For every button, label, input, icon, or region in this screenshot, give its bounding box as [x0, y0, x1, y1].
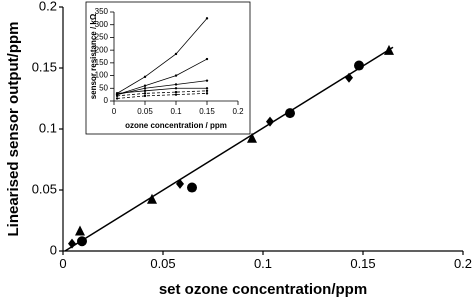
y-tick-label: 50	[99, 83, 108, 92]
point	[143, 89, 147, 93]
point	[174, 52, 178, 56]
point	[205, 89, 209, 93]
series-line	[116, 18, 208, 94]
y-axis-title: sensor resistance / kΩ	[89, 13, 98, 99]
series-line	[117, 87, 207, 94]
point	[174, 87, 178, 90]
y-tick-label: 100	[95, 71, 109, 80]
x-tick-label: 0.2	[232, 107, 244, 116]
point	[205, 87, 209, 90]
point	[115, 92, 119, 95]
y-tick-label: 0	[50, 242, 57, 257]
point	[115, 94, 119, 98]
x-axis-title: set ozone concentration/ppm	[159, 281, 367, 298]
x-tick-label: 0.1	[170, 107, 182, 116]
point	[354, 60, 364, 71]
y-tick-label: 200	[95, 45, 109, 54]
point	[285, 108, 295, 119]
point	[205, 79, 209, 82]
x-tick-label: 0.15	[199, 107, 215, 116]
point	[143, 84, 147, 87]
x-tick-label: 0.15	[350, 256, 375, 271]
point	[205, 57, 209, 61]
y-tick-label: 300	[95, 20, 109, 29]
y-tick-label: 0.15	[32, 59, 57, 74]
x-tick-label: 0	[59, 256, 66, 271]
point	[174, 83, 178, 86]
y-tick-label: 0.05	[32, 181, 57, 196]
point	[174, 93, 178, 96]
point	[205, 17, 209, 20]
point	[174, 90, 178, 94]
series-line	[117, 80, 208, 96]
x-tick-label: 0.2	[454, 256, 472, 271]
point	[187, 182, 197, 193]
x-axis-title: ozone concentration / ppm	[125, 121, 227, 130]
y-tick-label: 0	[104, 96, 109, 105]
x-tick-label: 0.05	[150, 256, 175, 271]
point	[143, 92, 147, 95]
point	[143, 75, 147, 79]
point	[147, 193, 157, 204]
x-tick-label: 0.1	[254, 256, 272, 271]
inset-frame	[85, 1, 251, 135]
x-tick-label: 0.05	[137, 107, 153, 116]
fit-line	[64, 46, 394, 252]
x-tick-label: 0	[112, 107, 117, 116]
y-tick-label: 0.1	[39, 120, 57, 135]
point	[143, 87, 147, 90]
y-tick-label: 0.2	[39, 0, 57, 13]
y-axis-title: Linearised sensor output/ppm	[5, 21, 22, 236]
y-tick-label: 250	[95, 33, 109, 42]
series-line	[116, 58, 208, 96]
point	[205, 92, 209, 95]
point	[75, 225, 85, 236]
point	[174, 74, 178, 77]
y-tick-label: 150	[95, 58, 109, 67]
point	[143, 94, 147, 98]
point	[247, 132, 257, 143]
point	[115, 97, 119, 100]
y-tick-label: 350	[95, 7, 109, 16]
